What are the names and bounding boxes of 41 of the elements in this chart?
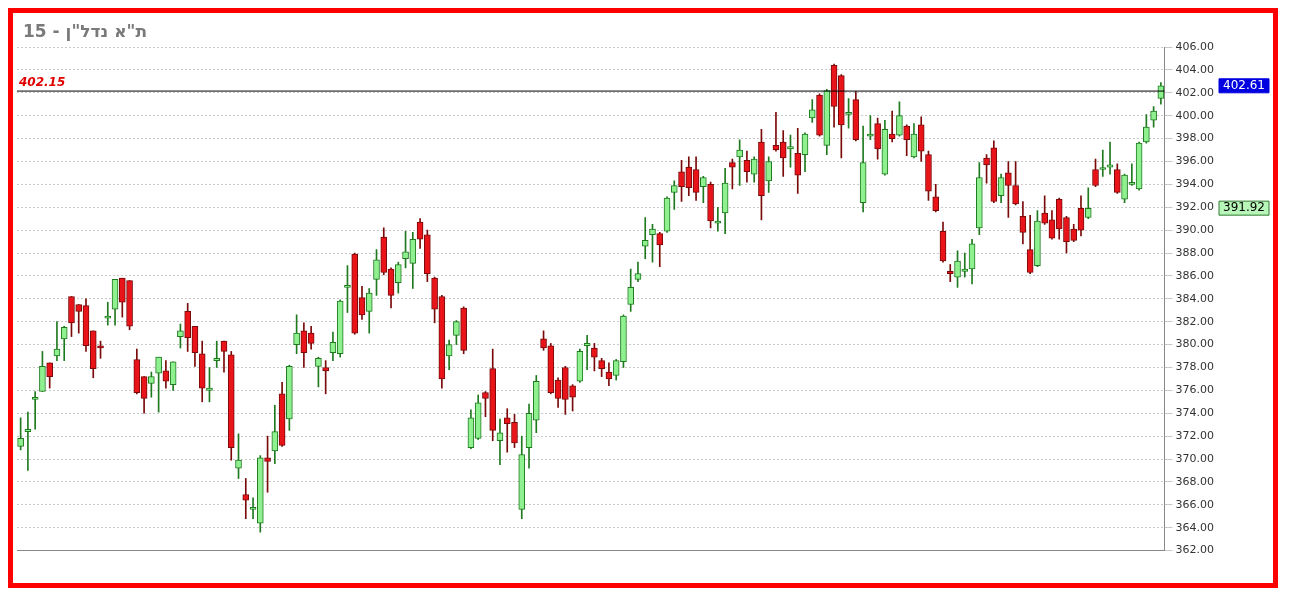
y-tick-label: 374.00 [1175, 406, 1215, 420]
candlestick [1106, 141, 1114, 175]
candlestick [961, 252, 969, 278]
y-tick-label: 392.00 [1175, 200, 1215, 214]
y-tick-label: 366.00 [1175, 497, 1215, 511]
y-tick-label: 406.00 [1175, 39, 1215, 53]
candlestick [242, 478, 250, 519]
y-tick-label: 404.00 [1175, 62, 1215, 76]
candlestick [503, 408, 511, 453]
y-tick-label: 390.00 [1175, 222, 1215, 236]
text: 402.61 [1223, 77, 1266, 92]
y-tick-label: 372.00 [1175, 429, 1215, 442]
y-tick-label: 384.00 [1175, 291, 1215, 305]
chart-title: ת"א נדל"ן - 15 [23, 21, 148, 41]
candlestick [714, 206, 722, 232]
y-tick-label: 370.00 [1175, 451, 1215, 465]
y-tick-label: 396.00 [1175, 154, 1215, 168]
y-tick-label: 376.00 [1175, 383, 1215, 397]
y-tick-label: 382.00 [1175, 314, 1215, 328]
text: 391.92 [1223, 200, 1266, 215]
y-tick-label: 400.00 [1175, 108, 1215, 122]
candlestick [496, 418, 504, 466]
y-tick-label: 394.00 [1175, 177, 1215, 191]
candlestick [583, 335, 591, 371]
y-tick-label: 398.00 [1175, 131, 1215, 145]
y-tick-label: 386.00 [1175, 268, 1215, 282]
candlestick [24, 411, 32, 471]
y-tick-label: 388.00 [1175, 245, 1215, 259]
y-tick-label: 378.00 [1175, 360, 1215, 374]
candlestick [104, 301, 112, 326]
ref-line-label: 402.15 [18, 75, 66, 90]
y-tick-label: 362.00 [1175, 543, 1215, 557]
y-tick-label: 380.00 [1175, 337, 1215, 351]
candlestick [641, 217, 649, 260]
candlestick [946, 264, 954, 282]
y-tick-label: 364.00 [1175, 520, 1215, 534]
candlestick [31, 391, 39, 430]
candlestick [1099, 149, 1107, 177]
y-tick-label: 368.00 [1175, 474, 1215, 488]
candlestick [213, 340, 221, 368]
y-tick-label: 402.00 [1175, 85, 1215, 99]
